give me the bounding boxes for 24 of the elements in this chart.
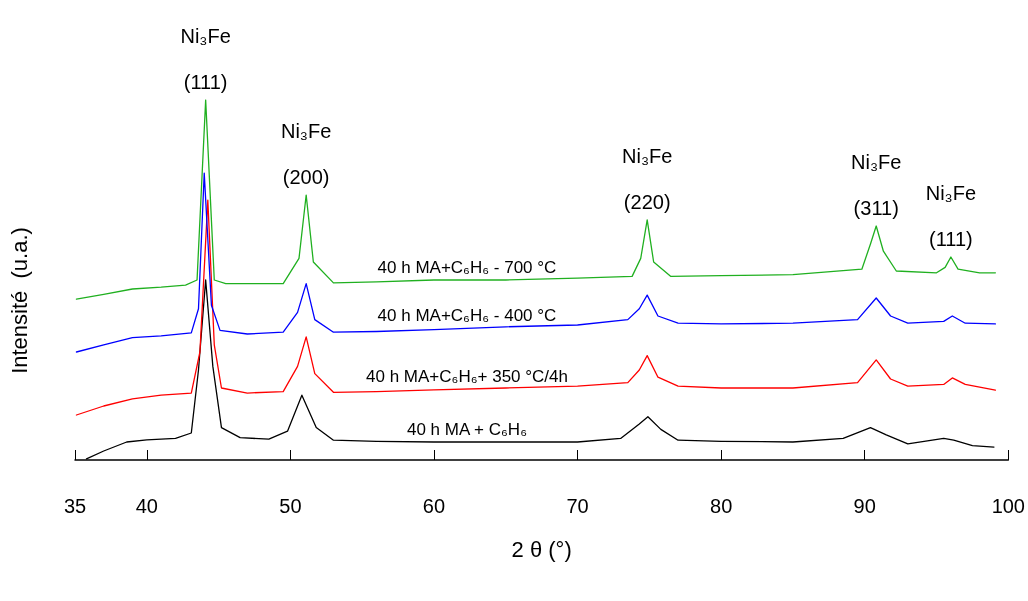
annotation: Ni₃Fe <box>925 181 977 204</box>
series-label: 40 h MA+C₆H₆ - 700 °C <box>377 258 557 277</box>
x-tick-label: 90 <box>853 495 876 517</box>
x-tick-label: 50 <box>279 495 302 517</box>
x-tick-label: 80 <box>710 495 733 517</box>
annotation: Ni₃Fe <box>851 151 902 173</box>
x-tick-label: 35 <box>63 495 87 517</box>
series-label: 40 h MA+C₆H₆ - 400 °C <box>377 306 557 326</box>
annotation: (111) <box>929 227 973 250</box>
x-tick-label: 40 <box>135 495 158 517</box>
annotation: (311) <box>853 197 899 219</box>
annotation: (200) <box>282 166 330 189</box>
x-axis-title: 2 θ (°) <box>511 536 572 562</box>
x-tick-label: 60 <box>422 495 446 517</box>
series-label: 40 h MA+C₆H₆+ 350 °C/4h <box>366 366 568 386</box>
series-label: 40 h MA + C₆H₆ <box>406 420 527 439</box>
annotation: (220) <box>623 190 671 213</box>
y-axis-title: Intensité (u.a.) <box>6 227 32 374</box>
x-tick-label: 100 <box>991 495 1025 517</box>
x-tick-label: 70 <box>566 495 589 517</box>
annotation: (111) <box>183 71 228 93</box>
annotation: Ni₃Fe <box>180 25 231 47</box>
annotation: Ni₃Fe <box>622 144 673 167</box>
annotation: Ni₃Fe <box>280 120 332 143</box>
